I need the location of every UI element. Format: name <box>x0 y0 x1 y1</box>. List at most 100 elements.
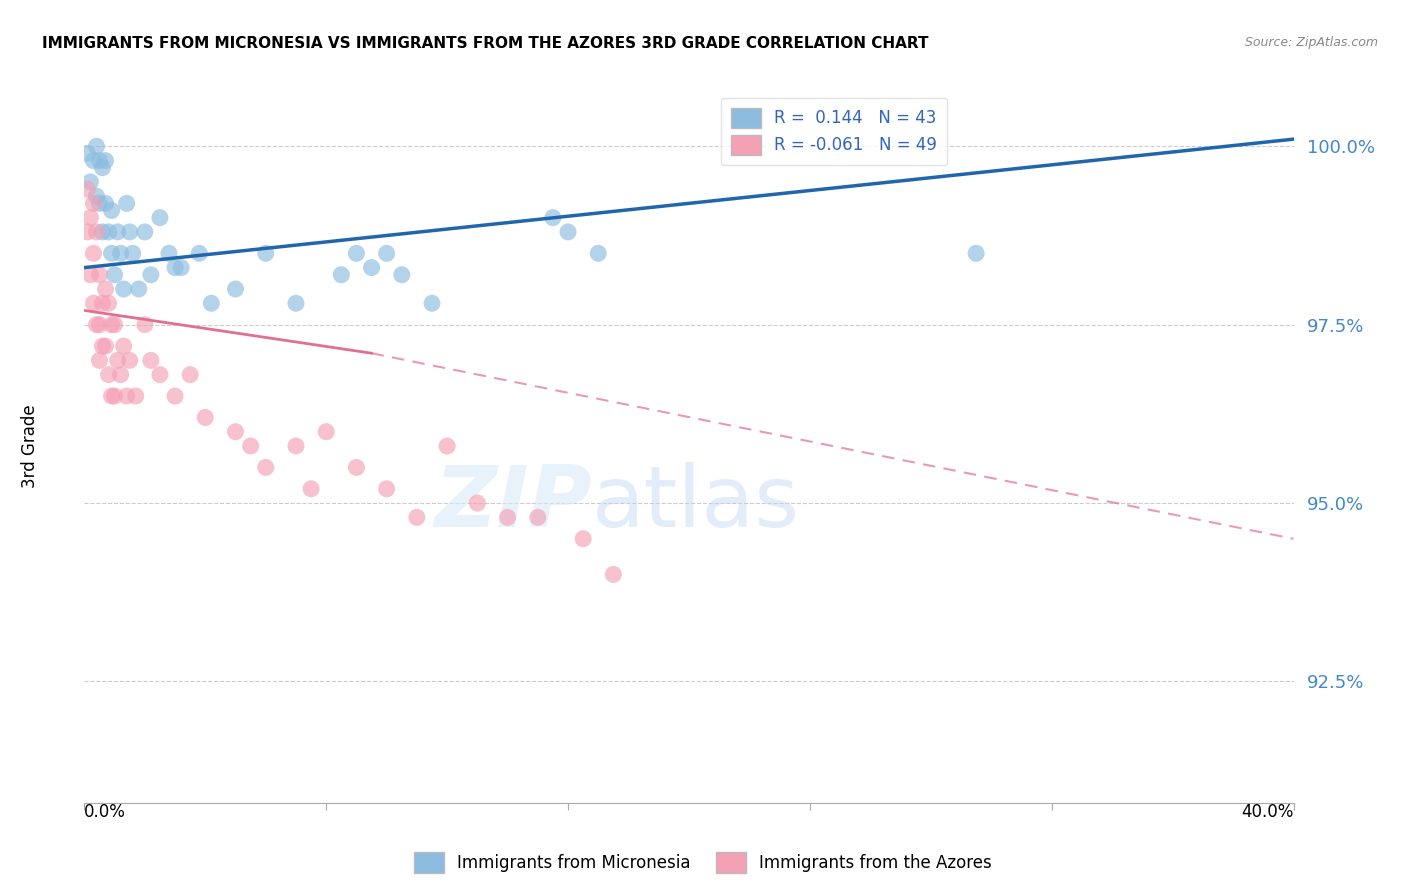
Point <box>100 246 122 260</box>
Point <box>170 260 193 275</box>
Point <box>315 425 337 439</box>
Point <box>100 318 122 332</box>
Point <box>118 225 141 239</box>
Point <box>128 282 150 296</box>
Point <box>89 196 111 211</box>
Point <box>112 339 135 353</box>
Point <box>86 318 108 332</box>
Point <box>285 439 308 453</box>
Point <box>254 460 277 475</box>
Point <box>104 268 127 282</box>
Text: atlas: atlas <box>592 461 800 545</box>
Point <box>360 260 382 275</box>
Point <box>94 282 117 296</box>
Point <box>89 268 111 282</box>
Point <box>436 439 458 453</box>
Point <box>82 153 104 168</box>
Point <box>79 268 101 282</box>
Point <box>112 282 135 296</box>
Point <box>541 211 564 225</box>
Point <box>125 389 148 403</box>
Point <box>165 389 187 403</box>
Point <box>239 439 262 453</box>
Point <box>100 389 122 403</box>
Point <box>299 482 322 496</box>
Point <box>225 282 247 296</box>
Point <box>330 268 353 282</box>
Point <box>91 296 114 310</box>
Point <box>179 368 201 382</box>
Point <box>139 268 162 282</box>
Text: Source: ZipAtlas.com: Source: ZipAtlas.com <box>1244 36 1378 49</box>
Point <box>572 532 595 546</box>
Point <box>86 139 108 153</box>
Point <box>79 175 101 189</box>
Point <box>149 211 172 225</box>
Point <box>557 225 579 239</box>
Text: IMMIGRANTS FROM MICRONESIA VS IMMIGRANTS FROM THE AZORES 3RD GRADE CORRELATION C: IMMIGRANTS FROM MICRONESIA VS IMMIGRANTS… <box>42 36 929 51</box>
Point <box>467 496 489 510</box>
Point <box>97 296 120 310</box>
Point <box>104 318 127 332</box>
Point <box>527 510 550 524</box>
Point <box>89 153 111 168</box>
Point <box>134 318 156 332</box>
Text: 40.0%: 40.0% <box>1241 803 1294 821</box>
Legend: Immigrants from Micronesia, Immigrants from the Azores: Immigrants from Micronesia, Immigrants f… <box>408 846 998 880</box>
Point <box>82 296 104 310</box>
Point <box>121 246 143 260</box>
Point <box>76 182 98 196</box>
Point <box>188 246 211 260</box>
Point <box>94 153 117 168</box>
Point <box>91 225 114 239</box>
Point <box>406 510 429 524</box>
Point <box>82 246 104 260</box>
Point <box>602 567 624 582</box>
Point <box>965 246 987 260</box>
Legend: R =  0.144   N = 43, R = -0.061   N = 49: R = 0.144 N = 43, R = -0.061 N = 49 <box>721 97 948 165</box>
Point <box>375 246 398 260</box>
Point <box>94 339 117 353</box>
Point <box>91 161 114 175</box>
Point <box>107 225 129 239</box>
Point <box>118 353 141 368</box>
Point <box>86 189 108 203</box>
Text: ZIP: ZIP <box>434 461 592 545</box>
Text: 3rd Grade: 3rd Grade <box>21 404 39 488</box>
Point <box>588 246 610 260</box>
Point <box>104 389 127 403</box>
Point <box>194 410 217 425</box>
Point <box>79 211 101 225</box>
Point <box>91 339 114 353</box>
Point <box>76 146 98 161</box>
Point <box>134 225 156 239</box>
Point <box>110 246 132 260</box>
Point <box>86 225 108 239</box>
Point <box>97 225 120 239</box>
Point <box>89 353 111 368</box>
Point <box>89 318 111 332</box>
Point <box>94 196 117 211</box>
Point <box>115 389 138 403</box>
Point <box>375 482 398 496</box>
Point <box>254 246 277 260</box>
Point <box>225 425 247 439</box>
Point <box>496 510 519 524</box>
Text: 0.0%: 0.0% <box>84 803 127 821</box>
Point <box>420 296 443 310</box>
Point <box>346 246 368 260</box>
Point <box>285 296 308 310</box>
Point <box>100 203 122 218</box>
Point <box>139 353 162 368</box>
Point <box>82 196 104 211</box>
Point <box>115 196 138 211</box>
Point <box>346 460 368 475</box>
Point <box>110 368 132 382</box>
Point <box>165 260 187 275</box>
Point <box>149 368 172 382</box>
Point <box>157 246 180 260</box>
Point <box>76 225 98 239</box>
Point <box>97 368 120 382</box>
Point <box>107 353 129 368</box>
Point <box>200 296 222 310</box>
